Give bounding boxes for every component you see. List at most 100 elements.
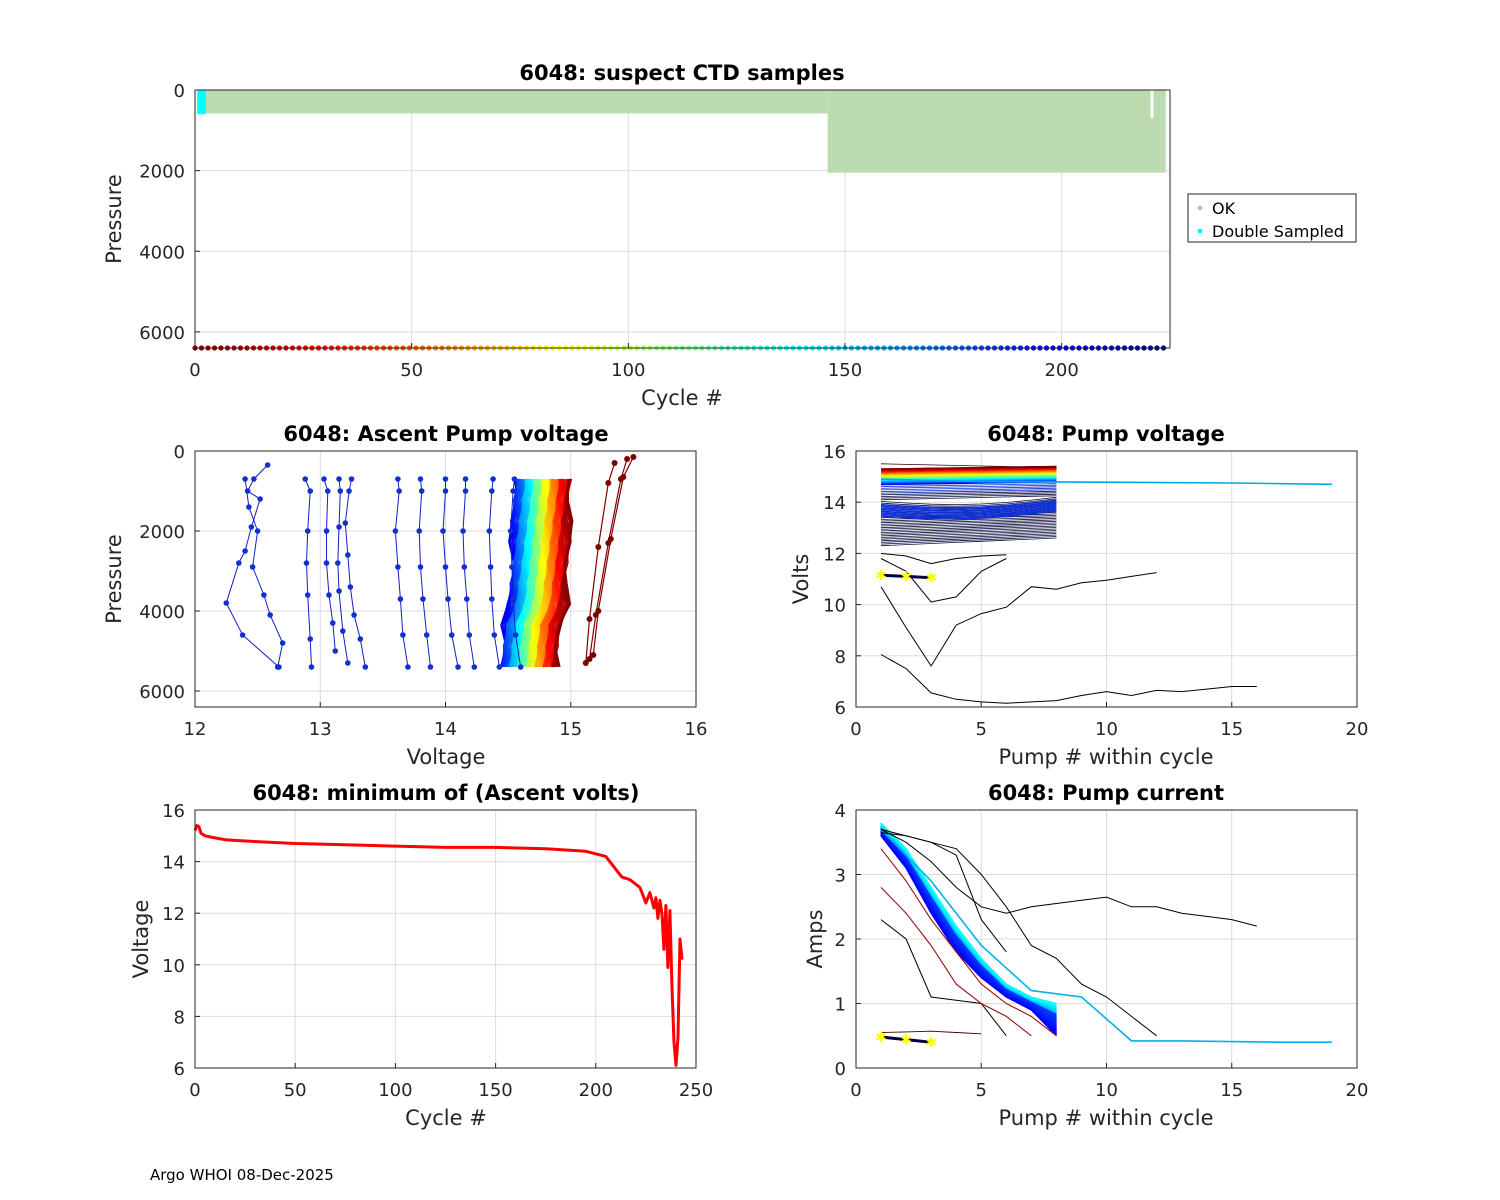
minv-axes (194, 809, 697, 1069)
ascent-cycle-c-point (302, 476, 309, 482)
ascent-cycle-h-point (417, 476, 424, 482)
suspect-data (192, 90, 1167, 351)
minv-ticks: 0 50 100 150 200 250 6 8 10 12 14 16 (162, 801, 713, 1101)
ascent-cycle-f-point (347, 584, 354, 590)
ascent-cycle-l-point (512, 632, 519, 638)
pumpc-red-1-line (880, 887, 1032, 1037)
ascent-cycle-h-point (416, 528, 422, 534)
pumpc-yellow-marker: ✱ (925, 1035, 937, 1051)
legend-marker-double (1197, 228, 1203, 234)
ascent-ytick-label: 2000 (139, 522, 185, 543)
minv-ytick-label: 12 (162, 904, 185, 925)
pumpc-xtick-label: 5 (976, 1080, 987, 1101)
min-ascent-volts-line (193, 824, 684, 1067)
ascent-cycle-h-point (427, 664, 434, 670)
pumpv-blue-group-line (880, 524, 1057, 532)
pumpv-long-cyan-line (880, 478, 1333, 486)
pumpc-yellow-marker: ✱ (900, 1033, 912, 1049)
ascent-cycle-e-point (336, 588, 342, 594)
late-cycle-point (605, 480, 612, 486)
late-cycle-point (611, 460, 618, 466)
ascent-cycle-f-point (346, 488, 352, 494)
ascent-cycle-g-point (405, 664, 411, 670)
pumpc-grid (856, 810, 1357, 1068)
ascent-grid (195, 451, 696, 707)
minv-xtick-label: 0 (189, 1080, 200, 1101)
pumpc-ytick-label: 3 (835, 866, 846, 887)
ascent-cycle-c-point (307, 636, 314, 642)
ascent-cycle-l-point (511, 476, 518, 482)
minv-xlabel: Cycle # (405, 1106, 487, 1130)
late-cycle-point (630, 454, 637, 460)
late-cycle-point (624, 456, 631, 462)
pumpv-ytick-label: 6 (835, 698, 846, 719)
ascent-data (223, 454, 637, 670)
pumpv-low-1-line (880, 654, 1257, 704)
suspect-ytick-label: 6000 (139, 323, 185, 344)
panel-ascent: 12 13 14 15 16 0 2000 4000 6000 6048: Ascent Pum… (102, 422, 707, 769)
minv-ytick-label: 6 (174, 1059, 185, 1080)
ok-sample-block-0 (199, 90, 828, 114)
ascent-cycle-b-point (267, 612, 273, 618)
ascent-cycle-k-point (489, 596, 495, 602)
late-cycle-point (620, 474, 627, 480)
ascent-cycle-a-point (257, 496, 263, 502)
late-cycle-point (586, 616, 593, 622)
ascent-cycle-a-point (248, 524, 255, 530)
pumpv-yellow-segment-line (880, 573, 932, 580)
pumpv-blue-group-line (880, 493, 1057, 499)
ascent-ytick-label: 6000 (139, 682, 185, 703)
suspect-ytick-label: 0 (174, 81, 185, 102)
pumpv-blue-group-line (880, 537, 1057, 547)
ascent-cycle-e-point (345, 660, 351, 666)
ascent-cycle-j-point (462, 488, 469, 494)
ascent-cycle-a-point (236, 560, 242, 566)
ascent-cycle-g-point (397, 596, 404, 602)
panel-pumpc: ✱ ✱ ✱ 0 5 10 15 20 0 1 2 3 4 6048: Pump current Pum… (803, 781, 1368, 1130)
ascent-cycle-e-point (336, 476, 342, 482)
ascent-cycle-e-point (334, 560, 341, 566)
ascent-cycle-d-point (332, 648, 339, 654)
minv-ytick-label: 8 (174, 1007, 185, 1028)
ascent-cycle-i-point (448, 632, 455, 638)
pumpc-ytick-label: 2 (835, 930, 846, 951)
ascent-cycle-l-point (507, 528, 514, 534)
pumpv-data: ✱ ✱ ✱ (875, 463, 1333, 704)
ascent-cycle-f-point (351, 612, 357, 618)
pumpc-title: 6048: Pump current (988, 781, 1224, 805)
legend-label-double: Double Sampled (1212, 222, 1344, 241)
ascent-cycle-a-point (239, 632, 246, 638)
ascent-cycle-c-point (304, 592, 311, 598)
ascent-cycle-d-point (323, 528, 330, 534)
pumpv-ytick-label: 14 (823, 493, 846, 514)
ascent-cycle-i-point (442, 476, 449, 482)
pumpc-xtick-label: 0 (850, 1080, 861, 1101)
ascent-cycle-c-point (307, 488, 314, 494)
pumpv-blue-group-line (880, 504, 1057, 514)
ascent-cycle-b-point (246, 504, 252, 510)
ascent-cycle-e-point (337, 488, 344, 494)
pumpv-blue-group-line (880, 501, 1057, 511)
pumpv-low-4-line (880, 552, 1007, 565)
pumpc-cyan-long-line (880, 828, 1332, 1043)
ascent-cycle-f-point (348, 476, 355, 482)
pumpv-blue-group-line (880, 522, 1057, 530)
pumpv-blue-group-line (880, 487, 1057, 492)
ascent-cycle-d-point (324, 488, 331, 494)
ascent-cycle-d-point (321, 476, 327, 482)
ascent-cycle-i-point (445, 596, 451, 602)
pumpc-xtick-label: 15 (1220, 1080, 1243, 1101)
ascent-cycle-l-point (510, 488, 516, 494)
ascent-cycle-j-point (462, 476, 469, 482)
double-sampled-block (197, 90, 206, 115)
ascent-cycle-k-point (496, 664, 503, 670)
suspect-ytick-label: 2000 (139, 162, 185, 183)
pumpc-ylabel: Amps (803, 909, 827, 968)
pumpv-ylabel: Volts (789, 554, 813, 605)
ascent-xtick-label: 13 (309, 719, 332, 740)
suspect-ytick-label: 4000 (139, 242, 185, 263)
ascent-cycle-b-point (242, 476, 248, 482)
pumpv-xtick-label: 5 (976, 719, 987, 740)
ascent-xtick-label: 15 (559, 719, 582, 740)
